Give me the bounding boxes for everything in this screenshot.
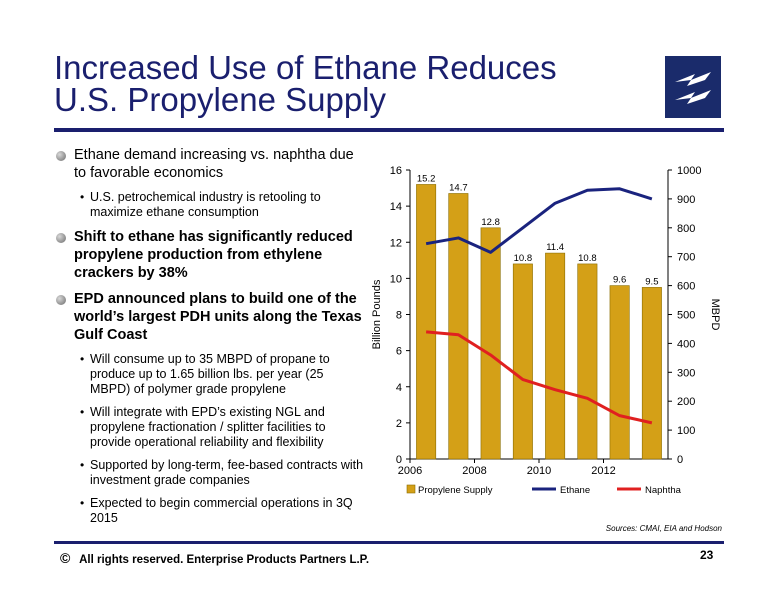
sub-bullet-item: • Will integrate with EPD’s existing NGL… <box>56 405 366 450</box>
bar-data-label: 11.4 <box>546 242 564 253</box>
y2-tick-label: 100 <box>677 425 695 437</box>
y-tick-label: 2 <box>396 418 402 430</box>
x-tick-label: 2006 <box>398 465 422 477</box>
bar-data-label: 12.8 <box>481 217 500 228</box>
propylene-bar <box>480 227 501 460</box>
legend-label: Ethane <box>560 485 590 496</box>
sub-bullet-text: Will consume up to 35 MBPD of propane to… <box>90 352 330 396</box>
y-tick-label: 0 <box>396 454 402 466</box>
sub-bullet-text: U.S. petrochemical industry is retooling… <box>90 190 321 219</box>
footer: © All rights reserved. Enterprise Produc… <box>60 550 369 566</box>
sub-bullet-item: • Will consume up to 35 MBPD of propane … <box>56 352 366 397</box>
sources-note: Sources: CMAI, EIA and Hodson <box>605 524 722 533</box>
y2-tick-label: 900 <box>677 194 695 206</box>
company-logo <box>665 56 721 118</box>
propylene-bar <box>448 193 469 460</box>
legend-label: Naphtha <box>645 485 682 496</box>
y2-tick-label: 800 <box>677 223 695 235</box>
bullet-text: Ethane demand increasing vs. naphtha due… <box>74 147 354 181</box>
bullet-text: EPD announced plans to build one of the … <box>74 291 362 343</box>
sub-bullet-item: • Supported by long-term, fee-based cont… <box>56 458 366 488</box>
y-tick-label: 12 <box>390 237 402 249</box>
bullet-dot-icon <box>56 295 66 305</box>
y2-tick-label: 700 <box>677 252 695 264</box>
title-line-2: U.S. Propylene Supply <box>54 81 387 118</box>
header-divider <box>54 128 724 132</box>
bar-data-label: 15.2 <box>417 173 436 184</box>
y2-tick-label: 0 <box>677 454 683 466</box>
legend-swatch <box>406 484 416 494</box>
ethane-line <box>425 187 653 254</box>
bullet-dot-icon <box>56 151 66 161</box>
propylene-bar <box>577 263 598 460</box>
y-tick-label: 10 <box>390 273 402 285</box>
bar-data-label: 14.7 <box>449 182 468 193</box>
bar-data-label: 10.8 <box>578 253 597 264</box>
sub-bullet-dot-icon: • <box>80 405 85 419</box>
y2-tick-label: 400 <box>677 338 695 350</box>
x-tick-label: 2008 <box>462 465 486 477</box>
x-tick-label: 2012 <box>591 465 615 477</box>
y-tick-label: 14 <box>390 201 402 213</box>
propylene-bar <box>545 252 566 460</box>
bullet-list: Ethane demand increasing vs. naphtha due… <box>56 146 366 534</box>
copyright-icon: © <box>60 550 71 566</box>
sub-bullet-text: Expected to begin commercial operations … <box>90 496 353 525</box>
propylene-bar <box>609 285 630 460</box>
bullet-item: EPD announced plans to build one of the … <box>56 290 366 344</box>
y2-tick-label: 1000 <box>677 165 701 177</box>
x-tick-label: 2010 <box>527 465 551 477</box>
footer-divider <box>54 541 724 544</box>
bullet-dot-icon <box>56 233 66 243</box>
page-number: 23 <box>700 548 714 562</box>
propylene-bar <box>512 263 533 460</box>
y-axis-label: Billion Pounds <box>371 279 383 349</box>
sub-bullet-dot-icon: • <box>80 352 85 366</box>
bullet-text: Shift to ethane has significantly reduce… <box>74 229 353 281</box>
sub-bullet-dot-icon: • <box>80 190 85 204</box>
y2-tick-label: 500 <box>677 310 695 322</box>
propylene-bar <box>416 184 437 460</box>
sub-bullet-text: Supported by long-term, fee-based contra… <box>90 458 364 487</box>
y-tick-label: 6 <box>396 346 402 358</box>
sub-bullet-item: • U.S. petrochemical industry is retooli… <box>56 190 366 220</box>
sub-bullet-item: • Expected to begin commercial operation… <box>56 496 366 526</box>
bullet-item: Ethane demand increasing vs. naphtha due… <box>56 146 366 182</box>
y-tick-label: 16 <box>390 165 402 177</box>
naphtha-line <box>425 330 653 425</box>
bullet-item: Shift to ethane has significantly reduce… <box>56 228 366 282</box>
y-tick-label: 4 <box>396 382 402 394</box>
propylene-bar <box>641 287 662 460</box>
sub-bullet-text: Will integrate with EPD’s existing NGL a… <box>90 405 326 449</box>
y2-tick-label: 300 <box>677 367 695 379</box>
bar-data-label: 9.6 <box>613 275 626 286</box>
legend-label: Propylene Supply <box>418 485 493 496</box>
chart-svg: 0 2 4 6 8 10 12 14 16 0 100 200 300 400 500 600 700 800 90… <box>371 165 721 496</box>
sub-bullet-dot-icon: • <box>80 458 85 472</box>
lightning-logo-icon <box>675 72 711 104</box>
y2-axis-label: MBPD <box>709 299 721 331</box>
bar-data-label: 10.8 <box>514 253 533 264</box>
footer-text: All rights reserved. Enterprise Products… <box>79 554 370 566</box>
sub-bullet-dot-icon: • <box>80 496 85 510</box>
page-title: Increased Use of Ethane Reduces U.S. Pro… <box>54 49 614 118</box>
y-tick-label: 8 <box>396 310 402 322</box>
propylene-chart: 0 2 4 6 8 10 12 14 16 0 100 200 300 400 500 600 700 800 90… <box>360 160 730 505</box>
y2-tick-label: 200 <box>677 396 695 408</box>
bar-data-label: 9.5 <box>645 276 658 287</box>
y2-tick-label: 600 <box>677 281 695 293</box>
title-line-1: Increased Use of Ethane Reduces <box>54 49 557 86</box>
